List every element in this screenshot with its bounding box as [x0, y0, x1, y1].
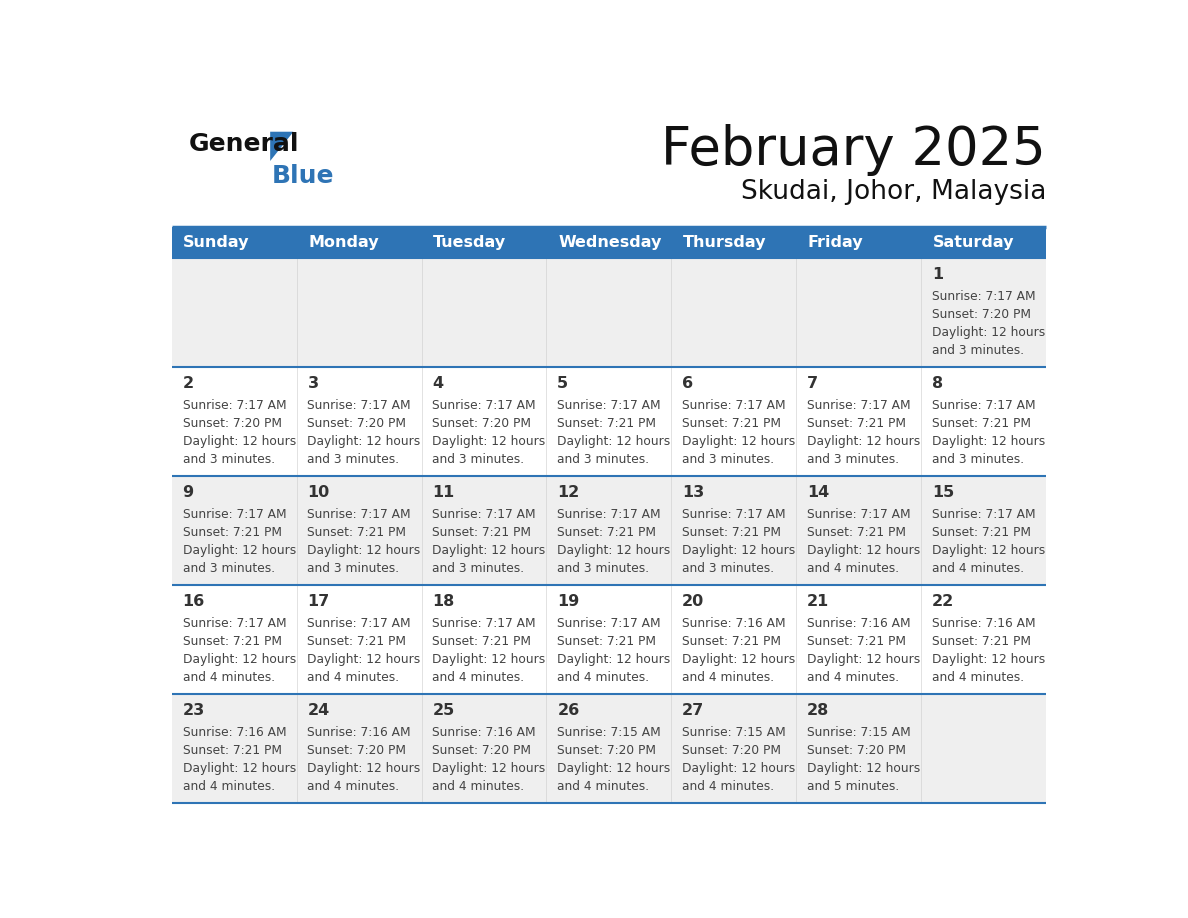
Text: 19: 19	[557, 594, 580, 610]
Bar	[172, 367, 1045, 476]
Text: Sunrise: 7:15 AM
Sunset: 7:20 PM
Daylight: 12 hours
and 4 minutes.: Sunrise: 7:15 AM Sunset: 7:20 PM Dayligh…	[682, 726, 796, 793]
Text: 12: 12	[557, 486, 580, 500]
Text: 16: 16	[183, 594, 204, 610]
Text: Sunrise: 7:17 AM
Sunset: 7:21 PM
Daylight: 12 hours
and 3 minutes.: Sunrise: 7:17 AM Sunset: 7:21 PM Dayligh…	[557, 509, 670, 576]
Text: Sunrise: 7:17 AM
Sunset: 7:20 PM
Daylight: 12 hours
and 3 minutes.: Sunrise: 7:17 AM Sunset: 7:20 PM Dayligh…	[183, 399, 296, 466]
Text: 1: 1	[931, 267, 943, 282]
Text: 14: 14	[807, 486, 829, 500]
Text: Sunday: Sunday	[183, 235, 249, 250]
Text: Sunrise: 7:17 AM
Sunset: 7:21 PM
Daylight: 12 hours
and 4 minutes.: Sunrise: 7:17 AM Sunset: 7:21 PM Dayligh…	[807, 509, 921, 576]
Text: 6: 6	[682, 376, 694, 391]
Text: 5: 5	[557, 376, 568, 391]
Text: 4: 4	[432, 376, 443, 391]
Text: 9: 9	[183, 486, 194, 500]
Text: 21: 21	[807, 594, 829, 610]
Text: Sunrise: 7:17 AM
Sunset: 7:21 PM
Daylight: 12 hours
and 3 minutes.: Sunrise: 7:17 AM Sunset: 7:21 PM Dayligh…	[183, 509, 296, 576]
Text: Sunrise: 7:17 AM
Sunset: 7:20 PM
Daylight: 12 hours
and 3 minutes.: Sunrise: 7:17 AM Sunset: 7:20 PM Dayligh…	[308, 399, 421, 466]
Text: 17: 17	[308, 594, 330, 610]
Text: Sunrise: 7:16 AM
Sunset: 7:20 PM
Daylight: 12 hours
and 4 minutes.: Sunrise: 7:16 AM Sunset: 7:20 PM Dayligh…	[308, 726, 421, 793]
Text: Sunrise: 7:17 AM
Sunset: 7:21 PM
Daylight: 12 hours
and 3 minutes.: Sunrise: 7:17 AM Sunset: 7:21 PM Dayligh…	[931, 399, 1045, 466]
Text: Sunrise: 7:17 AM
Sunset: 7:21 PM
Daylight: 12 hours
and 3 minutes.: Sunrise: 7:17 AM Sunset: 7:21 PM Dayligh…	[557, 399, 670, 466]
Text: Sunrise: 7:15 AM
Sunset: 7:20 PM
Daylight: 12 hours
and 5 minutes.: Sunrise: 7:15 AM Sunset: 7:20 PM Dayligh…	[807, 726, 921, 793]
Text: Sunrise: 7:17 AM
Sunset: 7:21 PM
Daylight: 12 hours
and 3 minutes.: Sunrise: 7:17 AM Sunset: 7:21 PM Dayligh…	[807, 399, 921, 466]
Text: Sunrise: 7:17 AM
Sunset: 7:21 PM
Daylight: 12 hours
and 3 minutes.: Sunrise: 7:17 AM Sunset: 7:21 PM Dayligh…	[308, 509, 421, 576]
Text: Sunrise: 7:16 AM
Sunset: 7:21 PM
Daylight: 12 hours
and 4 minutes.: Sunrise: 7:16 AM Sunset: 7:21 PM Dayligh…	[807, 618, 921, 685]
Text: General: General	[189, 131, 299, 156]
Text: Sunrise: 7:17 AM
Sunset: 7:21 PM
Daylight: 12 hours
and 3 minutes.: Sunrise: 7:17 AM Sunset: 7:21 PM Dayligh…	[682, 509, 796, 576]
Text: 2: 2	[183, 376, 194, 391]
Text: 11: 11	[432, 486, 455, 500]
Text: Wednesday: Wednesday	[558, 235, 662, 250]
Text: 8: 8	[931, 376, 943, 391]
Text: 3: 3	[308, 376, 318, 391]
Text: Sunrise: 7:16 AM
Sunset: 7:21 PM
Daylight: 12 hours
and 4 minutes.: Sunrise: 7:16 AM Sunset: 7:21 PM Dayligh…	[682, 618, 796, 685]
Text: Saturday: Saturday	[933, 235, 1015, 250]
Text: Sunrise: 7:17 AM
Sunset: 7:20 PM
Daylight: 12 hours
and 3 minutes.: Sunrise: 7:17 AM Sunset: 7:20 PM Dayligh…	[432, 399, 545, 466]
Text: February 2025: February 2025	[662, 124, 1045, 176]
Text: 27: 27	[682, 703, 704, 719]
Text: Tuesday: Tuesday	[434, 235, 506, 250]
Text: 15: 15	[931, 486, 954, 500]
Text: Sunrise: 7:17 AM
Sunset: 7:21 PM
Daylight: 12 hours
and 4 minutes.: Sunrise: 7:17 AM Sunset: 7:21 PM Dayligh…	[931, 509, 1045, 576]
Text: Sunrise: 7:17 AM
Sunset: 7:21 PM
Daylight: 12 hours
and 3 minutes.: Sunrise: 7:17 AM Sunset: 7:21 PM Dayligh…	[682, 399, 796, 466]
Text: Monday: Monday	[308, 235, 379, 250]
Bar	[172, 227, 1045, 258]
Text: Thursday: Thursday	[683, 235, 766, 250]
Text: Sunrise: 7:17 AM
Sunset: 7:21 PM
Daylight: 12 hours
and 3 minutes.: Sunrise: 7:17 AM Sunset: 7:21 PM Dayligh…	[432, 509, 545, 576]
Text: Sunrise: 7:17 AM
Sunset: 7:21 PM
Daylight: 12 hours
and 4 minutes.: Sunrise: 7:17 AM Sunset: 7:21 PM Dayligh…	[183, 618, 296, 685]
Polygon shape	[270, 131, 293, 161]
Text: 28: 28	[807, 703, 829, 719]
Text: Blue: Blue	[272, 164, 334, 188]
Bar	[172, 694, 1045, 803]
Text: 10: 10	[308, 486, 330, 500]
Bar	[172, 585, 1045, 694]
Text: 22: 22	[931, 594, 954, 610]
Text: Sunrise: 7:16 AM
Sunset: 7:21 PM
Daylight: 12 hours
and 4 minutes.: Sunrise: 7:16 AM Sunset: 7:21 PM Dayligh…	[931, 618, 1045, 685]
Text: 18: 18	[432, 594, 455, 610]
Text: Sunrise: 7:16 AM
Sunset: 7:21 PM
Daylight: 12 hours
and 4 minutes.: Sunrise: 7:16 AM Sunset: 7:21 PM Dayligh…	[183, 726, 296, 793]
Text: 20: 20	[682, 594, 704, 610]
Text: 7: 7	[807, 376, 819, 391]
Text: 23: 23	[183, 703, 204, 719]
Text: 26: 26	[557, 703, 580, 719]
Text: Sunrise: 7:15 AM
Sunset: 7:20 PM
Daylight: 12 hours
and 4 minutes.: Sunrise: 7:15 AM Sunset: 7:20 PM Dayligh…	[557, 726, 670, 793]
Bar	[172, 476, 1045, 585]
Text: Sunrise: 7:17 AM
Sunset: 7:21 PM
Daylight: 12 hours
and 4 minutes.: Sunrise: 7:17 AM Sunset: 7:21 PM Dayligh…	[557, 618, 670, 685]
Text: Sunrise: 7:17 AM
Sunset: 7:20 PM
Daylight: 12 hours
and 3 minutes.: Sunrise: 7:17 AM Sunset: 7:20 PM Dayligh…	[931, 290, 1045, 357]
Text: 13: 13	[682, 486, 704, 500]
Bar	[172, 258, 1045, 367]
Text: 24: 24	[308, 703, 330, 719]
Text: Sunrise: 7:17 AM
Sunset: 7:21 PM
Daylight: 12 hours
and 4 minutes.: Sunrise: 7:17 AM Sunset: 7:21 PM Dayligh…	[432, 618, 545, 685]
Text: Sunrise: 7:16 AM
Sunset: 7:20 PM
Daylight: 12 hours
and 4 minutes.: Sunrise: 7:16 AM Sunset: 7:20 PM Dayligh…	[432, 726, 545, 793]
Text: Sunrise: 7:17 AM
Sunset: 7:21 PM
Daylight: 12 hours
and 4 minutes.: Sunrise: 7:17 AM Sunset: 7:21 PM Dayligh…	[308, 618, 421, 685]
Text: 25: 25	[432, 703, 455, 719]
Text: Friday: Friday	[808, 235, 864, 250]
Text: Skudai, Johor, Malaysia: Skudai, Johor, Malaysia	[740, 179, 1045, 206]
